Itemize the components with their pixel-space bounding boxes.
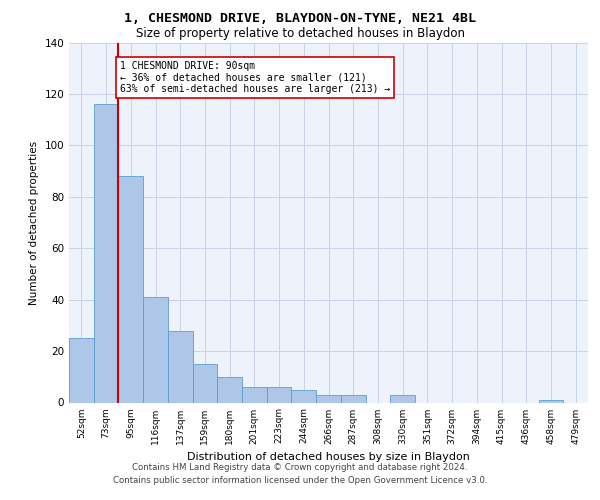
- Y-axis label: Number of detached properties: Number of detached properties: [29, 140, 39, 304]
- Bar: [267, 387, 292, 402]
- Bar: [69, 338, 94, 402]
- Bar: [94, 104, 118, 403]
- Bar: [316, 395, 341, 402]
- Bar: [242, 387, 267, 402]
- Bar: [143, 297, 168, 403]
- Text: 1, CHESMOND DRIVE, BLAYDON-ON-TYNE, NE21 4BL: 1, CHESMOND DRIVE, BLAYDON-ON-TYNE, NE21…: [124, 12, 476, 26]
- Bar: [168, 330, 193, 402]
- Text: 1 CHESMOND DRIVE: 90sqm
← 36% of detached houses are smaller (121)
63% of semi-d: 1 CHESMOND DRIVE: 90sqm ← 36% of detache…: [119, 60, 390, 94]
- Bar: [292, 390, 316, 402]
- Text: Contains public sector information licensed under the Open Government Licence v3: Contains public sector information licen…: [113, 476, 487, 485]
- Text: Size of property relative to detached houses in Blaydon: Size of property relative to detached ho…: [136, 28, 464, 40]
- X-axis label: Distribution of detached houses by size in Blaydon: Distribution of detached houses by size …: [187, 452, 470, 462]
- Bar: [217, 377, 242, 402]
- Bar: [539, 400, 563, 402]
- Bar: [193, 364, 217, 403]
- Bar: [390, 395, 415, 402]
- Bar: [118, 176, 143, 402]
- Bar: [341, 395, 365, 402]
- Text: Contains HM Land Registry data © Crown copyright and database right 2024.: Contains HM Land Registry data © Crown c…: [132, 464, 468, 472]
